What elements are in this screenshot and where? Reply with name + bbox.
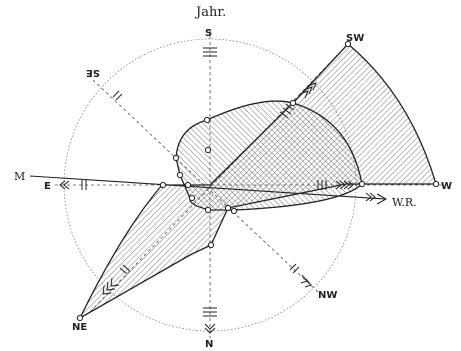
vertex bbox=[289, 99, 297, 107]
compass-label-se: SE bbox=[86, 67, 100, 78]
vertex bbox=[344, 40, 352, 48]
vertex bbox=[224, 204, 232, 212]
resultant-line bbox=[29, 175, 386, 200]
vertex bbox=[188, 194, 196, 202]
resultant-label-m: M bbox=[14, 170, 25, 183]
compass-label-ne: NE bbox=[72, 322, 87, 333]
vertex bbox=[203, 116, 211, 124]
compass-label-sw: SW bbox=[346, 33, 364, 44]
vertex bbox=[204, 206, 212, 214]
compass-label-w: W bbox=[441, 181, 452, 192]
vertex bbox=[172, 154, 180, 162]
compass-label-n: N bbox=[205, 339, 213, 350]
vertex bbox=[204, 146, 212, 154]
axis-tick-marks bbox=[59, 47, 376, 334]
resultant-arrowhead bbox=[376, 193, 388, 205]
resultant-label-wr: W.R. bbox=[392, 196, 417, 209]
compass-label-nw: NW bbox=[318, 290, 337, 301]
vertex bbox=[184, 181, 192, 189]
vertex bbox=[76, 314, 84, 322]
vertex bbox=[207, 241, 215, 249]
vertex bbox=[159, 181, 167, 189]
polygon-vertices bbox=[76, 40, 440, 322]
vertex bbox=[358, 180, 366, 188]
vertex bbox=[432, 180, 440, 188]
compass-label-s: S bbox=[205, 28, 212, 39]
vertex bbox=[176, 171, 184, 179]
inner-wind-blob bbox=[175, 100, 363, 211]
diagram-title: Jahr. bbox=[194, 5, 226, 20]
vertex bbox=[230, 207, 238, 215]
compass-label-e: E bbox=[44, 181, 51, 192]
